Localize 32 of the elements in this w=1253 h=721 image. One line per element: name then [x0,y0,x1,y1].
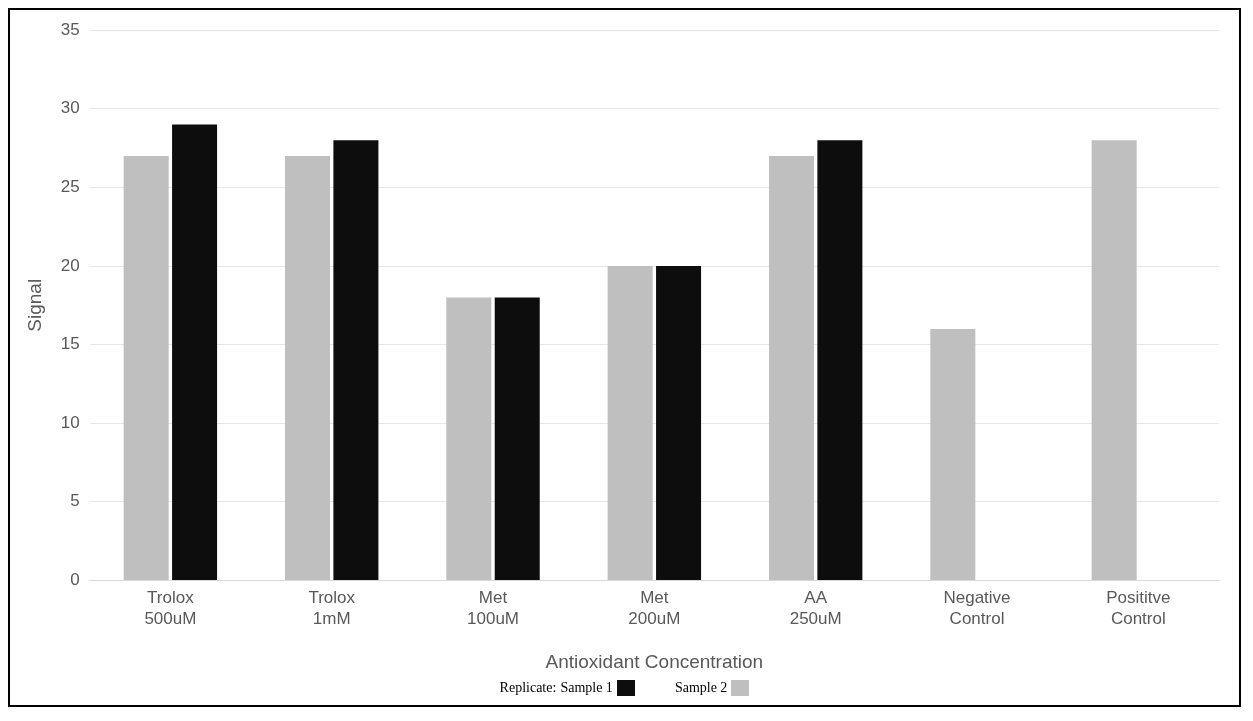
x-tick-label: Trolox 1mM [308,588,356,628]
legend-title: Replicate: [499,680,557,696]
bar [1091,140,1137,580]
bar [656,266,702,580]
y-tick-label: 30 [60,98,80,118]
x-tick-label: Met 100uM [467,588,520,628]
y-axis-title: Signal [23,278,45,332]
legend-label: Sample 1 [560,680,613,696]
bar [172,124,218,580]
x-tick-label: AA 250uM [789,588,842,628]
y-tick-label: 15 [60,334,80,354]
bar [123,155,169,580]
bar [607,266,653,580]
bar [930,328,976,580]
y-tick-label: 0 [70,570,80,590]
bar [768,155,814,580]
bar [446,297,492,580]
x-tick-label: Trolox 500uM [144,588,197,628]
legend-label: Sample 2 [674,680,728,696]
y-tick-label: 35 [60,19,80,39]
bar [285,155,331,580]
y-tick-label: 25 [60,177,80,197]
y-tick-label: 10 [60,412,80,432]
bar [494,297,540,580]
x-tick-label: Met 200uM [628,588,681,628]
y-tick-label: 5 [70,491,80,511]
bar [817,140,863,580]
bar [333,140,379,580]
x-tick-label: Negative Control [943,588,1011,628]
x-tick-label: Posititve Control [1106,588,1171,628]
x-axis-title: Antioxidant Concentration [545,650,764,672]
y-tick-label: 20 [60,255,80,275]
